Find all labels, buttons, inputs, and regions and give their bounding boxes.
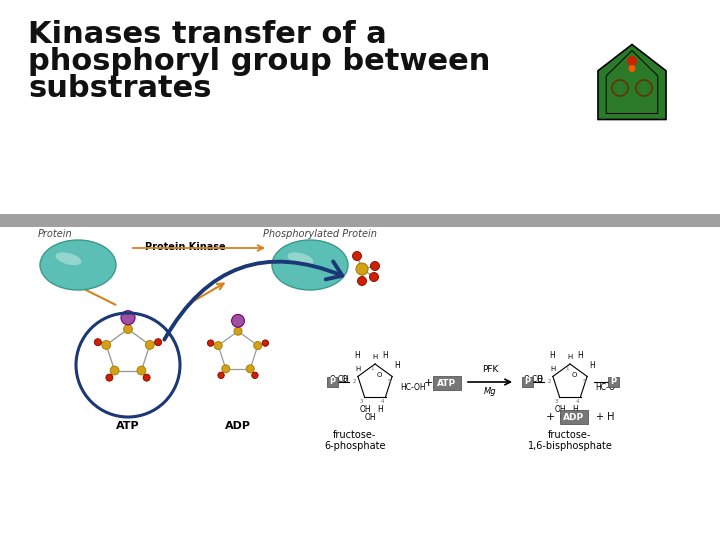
Circle shape xyxy=(215,342,222,349)
Text: O-CH: O-CH xyxy=(329,375,349,384)
Circle shape xyxy=(369,273,379,281)
Circle shape xyxy=(102,341,111,349)
Text: 1,6-bisphosphate: 1,6-bisphosphate xyxy=(528,441,613,451)
Circle shape xyxy=(207,340,214,346)
Text: H: H xyxy=(549,352,555,361)
Text: +: + xyxy=(423,378,433,388)
Text: phosphoryl group between: phosphoryl group between xyxy=(28,47,490,76)
Circle shape xyxy=(143,374,150,381)
Text: ADP: ADP xyxy=(225,421,251,431)
Text: HC-OH: HC-OH xyxy=(400,382,426,392)
Text: H: H xyxy=(572,406,578,415)
FancyBboxPatch shape xyxy=(608,377,619,387)
Circle shape xyxy=(246,365,254,373)
Circle shape xyxy=(94,339,102,346)
Circle shape xyxy=(121,310,135,325)
Text: Mg: Mg xyxy=(484,387,496,396)
Circle shape xyxy=(253,342,262,349)
Text: 2: 2 xyxy=(353,379,356,384)
FancyBboxPatch shape xyxy=(433,376,462,390)
Text: H: H xyxy=(372,354,377,360)
Circle shape xyxy=(106,374,113,381)
Text: H: H xyxy=(355,367,361,373)
Text: O: O xyxy=(342,375,348,383)
Text: Protein: Protein xyxy=(38,229,73,239)
Text: Phosphorylated Protein: Phosphorylated Protein xyxy=(263,229,377,239)
Circle shape xyxy=(627,56,637,66)
Circle shape xyxy=(356,263,368,275)
Text: H: H xyxy=(577,352,583,361)
Circle shape xyxy=(262,340,269,346)
Ellipse shape xyxy=(287,252,313,265)
Bar xyxy=(0,214,720,227)
Text: ADP: ADP xyxy=(564,413,585,422)
Text: O-CH: O-CH xyxy=(524,375,544,384)
Text: 1: 1 xyxy=(370,367,374,372)
Text: H: H xyxy=(550,367,556,373)
Text: fructose-: fructose- xyxy=(333,430,377,440)
Text: fructose-: fructose- xyxy=(549,430,592,440)
FancyArrowPatch shape xyxy=(164,261,342,340)
Text: H: H xyxy=(567,354,572,360)
Text: 3: 3 xyxy=(360,399,363,404)
Circle shape xyxy=(110,366,119,375)
FancyBboxPatch shape xyxy=(327,377,338,387)
Text: 5: 5 xyxy=(387,379,391,384)
Circle shape xyxy=(155,339,162,346)
Text: OH: OH xyxy=(559,414,571,422)
Circle shape xyxy=(629,65,636,72)
Circle shape xyxy=(232,314,244,327)
Circle shape xyxy=(125,317,132,324)
Text: 1: 1 xyxy=(565,367,569,372)
Circle shape xyxy=(218,372,224,379)
Circle shape xyxy=(234,327,242,335)
Circle shape xyxy=(358,276,366,286)
Circle shape xyxy=(371,261,379,271)
Text: O: O xyxy=(572,373,577,379)
Text: Protein Kinase: Protein Kinase xyxy=(145,242,225,252)
Text: O: O xyxy=(377,373,382,379)
Text: P: P xyxy=(611,377,616,387)
Text: 3: 3 xyxy=(554,399,558,404)
Text: ATP: ATP xyxy=(438,379,456,388)
FancyBboxPatch shape xyxy=(522,377,534,387)
FancyBboxPatch shape xyxy=(559,410,588,424)
Circle shape xyxy=(145,341,154,349)
Text: P: P xyxy=(524,377,531,387)
Text: substrates: substrates xyxy=(28,74,212,103)
Text: PFK: PFK xyxy=(482,365,498,374)
Text: H: H xyxy=(377,406,383,415)
Text: H: H xyxy=(394,361,400,370)
Text: OH: OH xyxy=(364,414,376,422)
Text: OH: OH xyxy=(554,406,566,415)
Circle shape xyxy=(235,320,241,326)
Ellipse shape xyxy=(272,240,348,290)
Text: ATP: ATP xyxy=(116,421,140,431)
Circle shape xyxy=(252,372,258,379)
Text: 4: 4 xyxy=(381,399,384,404)
Text: H: H xyxy=(589,361,595,370)
Text: 5: 5 xyxy=(582,379,586,384)
Text: H: H xyxy=(382,352,388,361)
Text: OH: OH xyxy=(359,406,371,415)
Text: O: O xyxy=(537,375,543,383)
Text: HC-O: HC-O xyxy=(595,382,615,392)
Circle shape xyxy=(124,325,132,334)
Text: Kinases transfer of a: Kinases transfer of a xyxy=(28,20,387,49)
Text: 4: 4 xyxy=(576,399,580,404)
Ellipse shape xyxy=(40,240,116,290)
Circle shape xyxy=(137,366,146,375)
Circle shape xyxy=(353,252,361,260)
Text: H: H xyxy=(354,352,360,361)
Text: +: + xyxy=(545,412,554,422)
Ellipse shape xyxy=(55,252,81,265)
Text: 2: 2 xyxy=(548,379,552,384)
Circle shape xyxy=(222,365,230,373)
Text: 6-phosphate: 6-phosphate xyxy=(324,441,386,451)
Text: P: P xyxy=(330,377,336,387)
Polygon shape xyxy=(598,44,666,119)
Text: + H: + H xyxy=(596,412,614,422)
